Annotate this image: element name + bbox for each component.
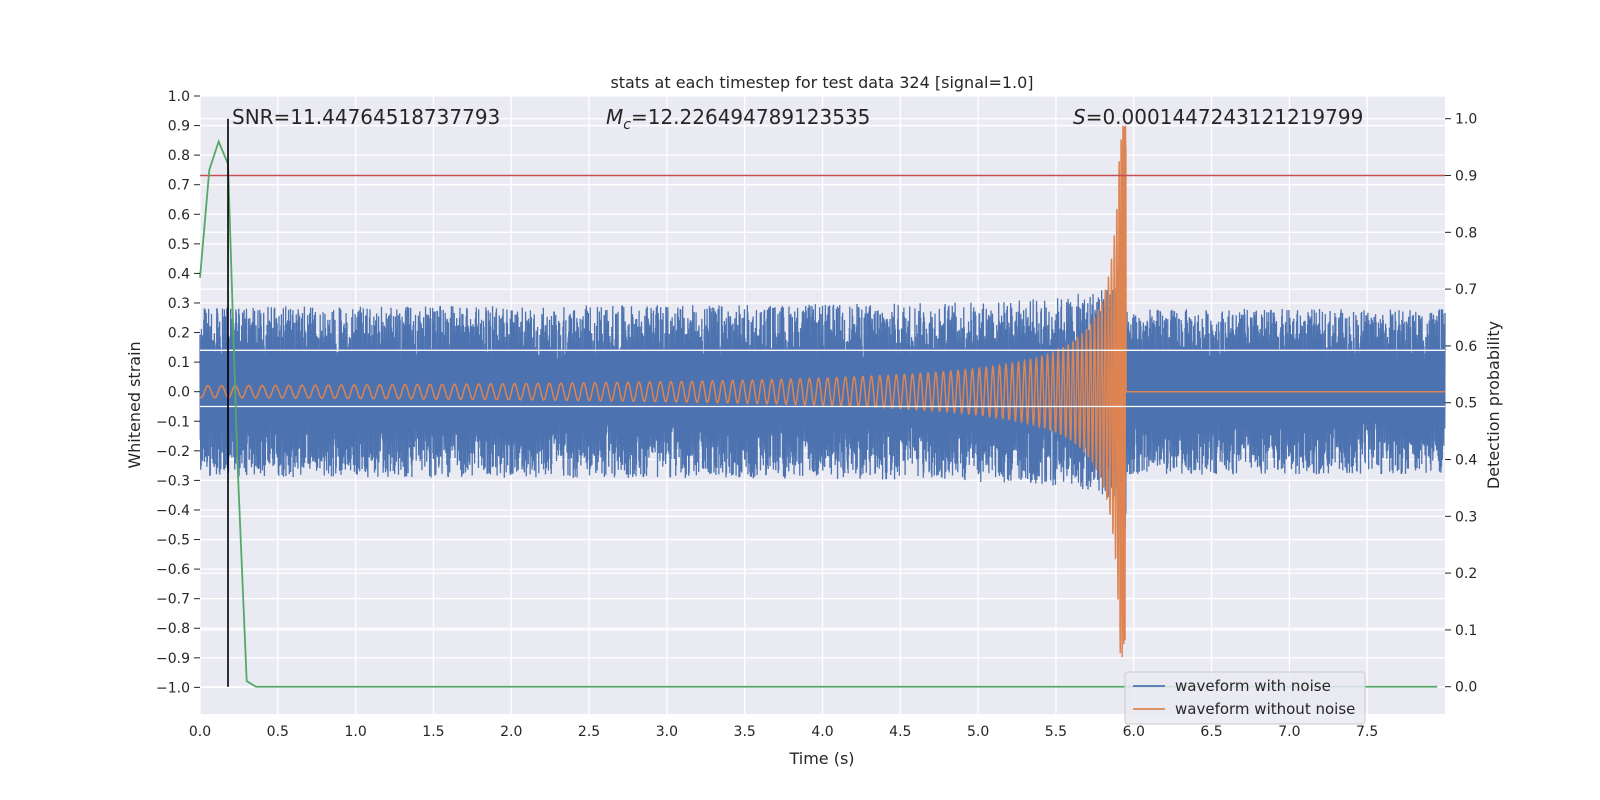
right-axis-ticks: 1.0 0.9 0.8 0.7 0.6 0.5 0.4 0.3 0.2 0.1 0.0 [1445,112,1477,696]
series-detection-probability [199,138,1438,688]
chirp-mass-subscript: c [623,117,631,133]
y2-tick-label: 0.4 [1455,453,1477,469]
data-layer [199,125,1446,658]
y-tick-label: −0.3 [156,473,190,489]
x-axis-label: Time (s) [788,749,854,768]
x-tick-label: 2.0 [500,724,522,740]
y2-tick-label: 0.7 [1455,282,1477,298]
y-tick-label: −0.5 [156,533,190,549]
y-tick-label: 0.1 [168,355,190,371]
y2-tick-label: 0.5 [1455,396,1477,412]
y-tick-label: −0.8 [156,621,190,637]
y-tick-label: −0.2 [156,444,190,460]
y-tick-label: 1.0 [168,89,190,105]
y-tick-label: 0.6 [168,207,190,223]
s-annotation: S=0.00014472431212197​99 [1073,105,1363,129]
y2-tick-label: 1.0 [1455,112,1477,128]
x-tick-label: 7.0 [1278,724,1300,740]
series-waveform-without-noise [199,125,1445,658]
y-tick-label: 0.5 [168,237,190,253]
x-tick-label: 2.5 [578,724,600,740]
y-tick-label: 0.2 [168,326,190,342]
y-tick-label: −0.6 [156,562,190,578]
y-tick-label: −0.4 [156,503,190,519]
legend: waveform with noise waveform without noi… [1124,671,1366,725]
y2-tick-label: 0.2 [1455,566,1477,582]
legend-label-noise: waveform with noise [1175,677,1331,695]
s-symbol: S [1073,105,1086,129]
x-tick-label: 1.5 [422,724,444,740]
chirp-mass-value: =12.226494789123535 [631,105,870,129]
x-tick-label: 5.5 [1045,724,1067,740]
x-tick-label: 0.5 [267,724,289,740]
y2-tick-label: 0.3 [1455,509,1477,525]
y2-tick-label: 0.9 [1455,169,1477,185]
y2-tick-label: 0.1 [1455,623,1477,639]
y-tick-label: −1.0 [156,680,190,696]
y-tick-label: 0.7 [168,178,190,194]
y2-tick-label: 0.8 [1455,225,1477,241]
y-tick-label: 0.8 [168,148,190,164]
y2-tick-label: 0.6 [1455,339,1477,355]
x-tick-label: 3.5 [734,724,756,740]
x-tick-label: 6.0 [1123,724,1145,740]
y2-tick-label: 0.0 [1455,680,1477,696]
x-tick-label: 1.0 [344,724,366,740]
x-tick-label: 0.0 [189,724,211,740]
x-tick-label: 4.0 [811,724,833,740]
chirp-mass-symbol: M [606,105,623,129]
y-tick-label: −0.9 [156,651,190,667]
x-tick-label: 6.5 [1200,724,1222,740]
y-tick-label: −0.1 [156,414,190,430]
y-tick-label: 0.4 [168,266,190,282]
chart-title: stats at each timestep for test data 324… [610,73,1033,92]
legend-box [1124,671,1366,725]
y-tick-label: 0.3 [168,296,190,312]
legend-label-clean: waveform without noise [1175,700,1355,718]
s-value: =0.00014472431212197​99 [1086,105,1364,129]
x-tick-label: 7.5 [1356,724,1378,740]
snr-annotation: SNR=11.44764518737793 [232,105,500,129]
y-tick-label: 0.9 [168,119,190,135]
y-tick-label: 0.0 [168,385,190,401]
series-waveform-with-noise [199,155,1446,542]
x-axis-ticks: 0.0 0.5 1.0 1.5 2.0 2.5 3.0 3.5 4.0 4.5 5.0 5.5 6.0 6… [189,724,1378,740]
x-tick-label: 5.0 [967,724,989,740]
overlay-layer [199,118,1445,688]
left-axis-ticks: 1.0 0.9 0.8 0.7 0.6 0.5 0.4 0.3 0.2 0.1 0.0 −0.1 −0.… [156,89,200,696]
x-tick-label: 4.5 [889,724,911,740]
y-tick-label: −0.7 [156,592,190,608]
x-tick-label: 3.0 [656,724,678,740]
chirp-mass-annotation: Mc=12.226494789123535 [606,105,870,133]
y2-axis-label: Detection probability [1484,321,1503,489]
y-axis-label: Whitened strain [125,341,144,468]
